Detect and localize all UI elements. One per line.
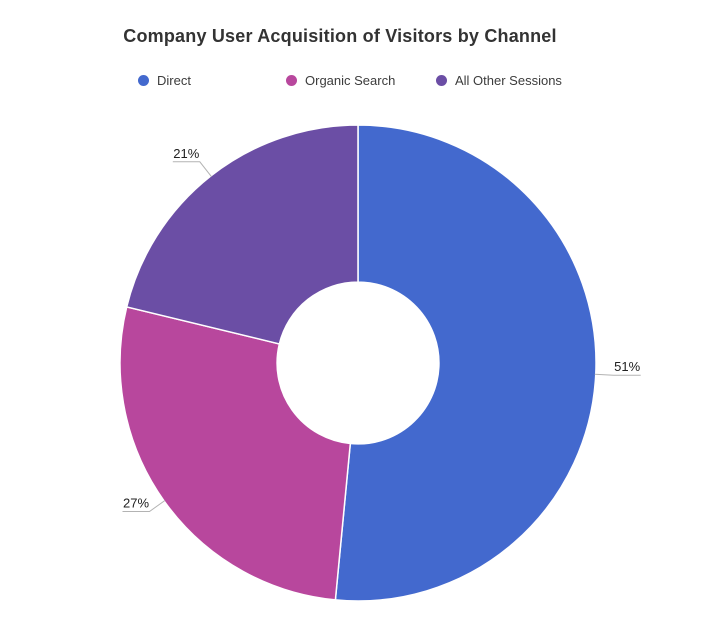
legend-label-all-other-sessions: All Other Sessions [455, 72, 562, 88]
chart-title: Company User Acquisition of Visitors by … [123, 26, 557, 46]
slice-label-line-direct [594, 373, 641, 376]
pie-slice-direct[interactable] [334, 124, 597, 602]
legend-item-direct[interactable]: Direct [138, 72, 191, 88]
pie-slice-organic-search[interactable] [119, 305, 352, 601]
chart-legend: Direct Organic Search All Other Sessions [0, 72, 726, 90]
slice-label-line-organic-search [122, 500, 166, 512]
slice-label-line-all-other-sessions [172, 161, 212, 178]
slice-label-organic-search: 27% [123, 496, 149, 511]
slice-label-all-other-sessions: 21% [173, 146, 199, 161]
pie-slice-all-other-sessions[interactable] [125, 124, 359, 345]
legend-item-all-other-sessions[interactable]: All Other Sessions [436, 72, 562, 88]
legend-swatch-organic-search-icon [286, 74, 297, 86]
legend-swatch-all-other-sessions-icon [436, 74, 447, 86]
slice-label-direct: 51% [614, 359, 640, 374]
legend-label-organic-search: Organic Search [305, 72, 396, 88]
legend-item-organic-search[interactable]: Organic Search [286, 72, 395, 88]
legend-swatch-direct-icon [138, 74, 149, 86]
legend-label-direct: Direct [157, 72, 191, 88]
